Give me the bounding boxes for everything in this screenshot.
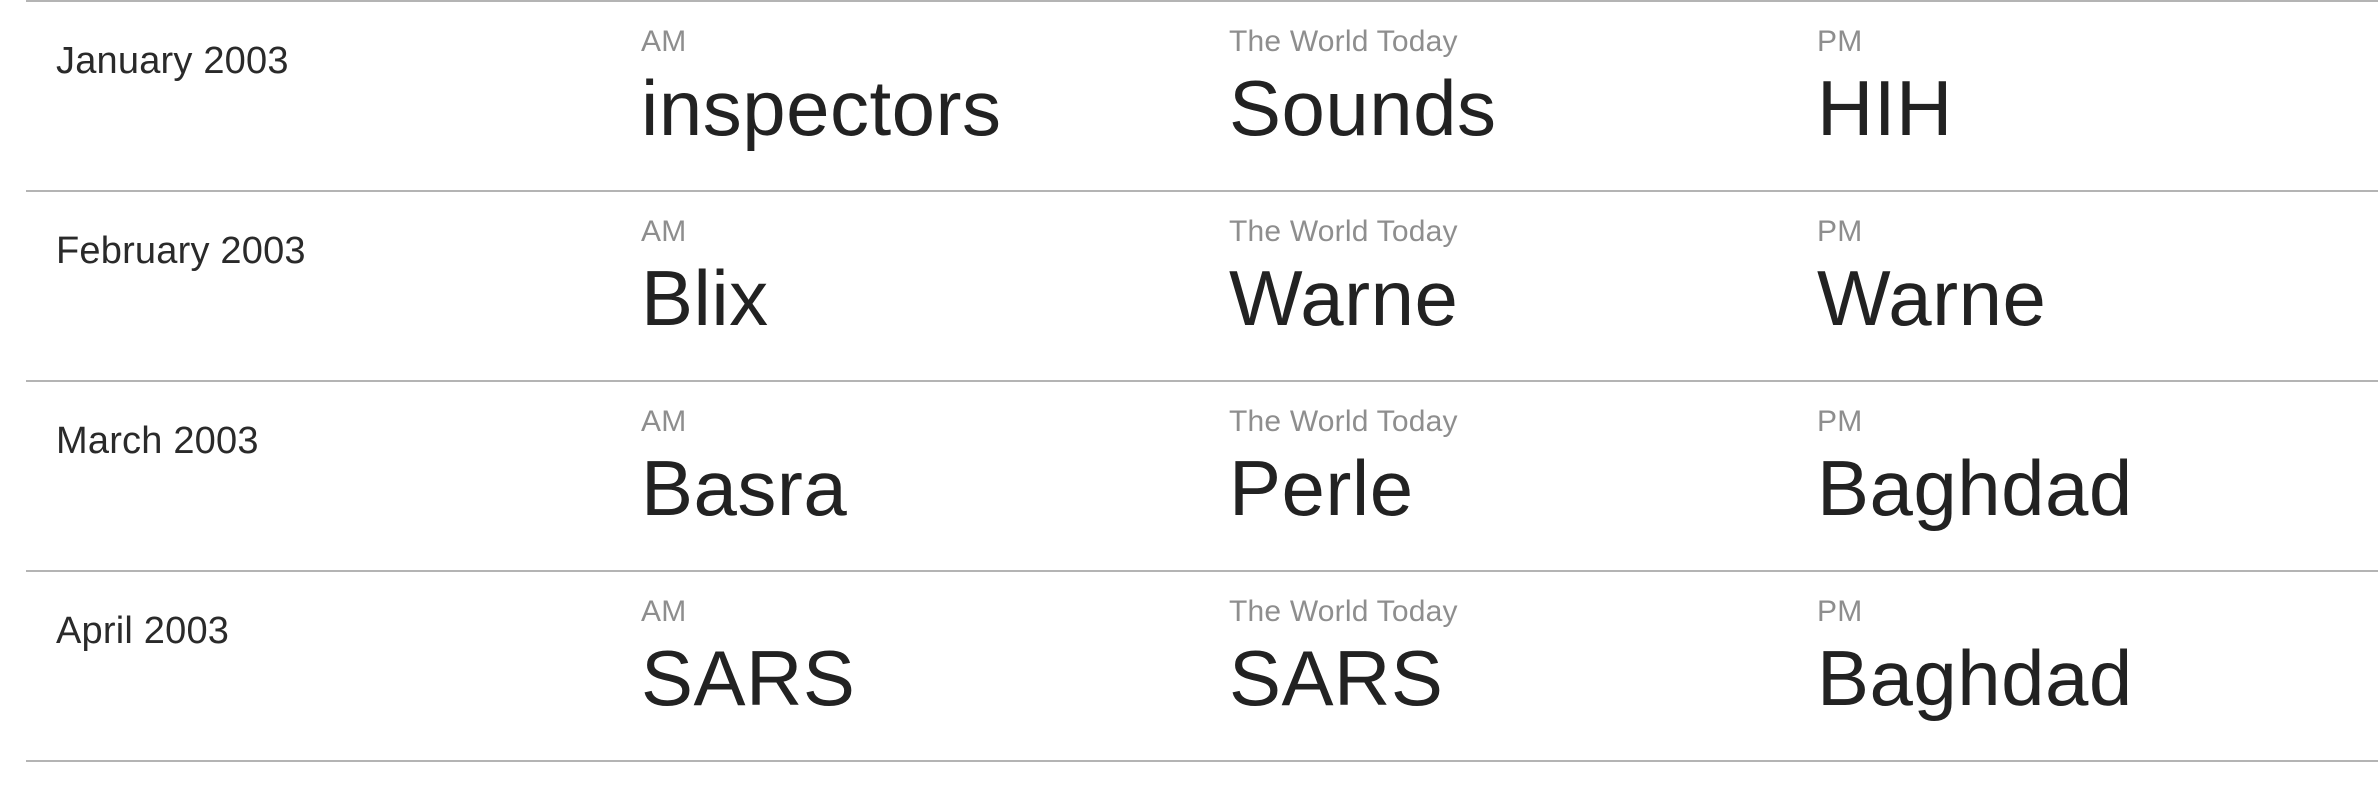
top-word: Baghdad [1817, 634, 2133, 722]
program-cell: The World Today Sounds [1229, 24, 1497, 154]
top-word: Sounds [1229, 64, 1497, 152]
table-row: March 2003 AM Basra The World Today Perl… [26, 380, 2378, 570]
program-name: PM [1817, 215, 1863, 248]
top-word: Baghdad [1817, 444, 2133, 532]
program-name: The World Today [1229, 595, 1458, 628]
top-word: Perle [1229, 444, 1414, 532]
top-word: SARS [641, 634, 856, 722]
program-name: PM [1817, 25, 1863, 58]
program-cell: The World Today Warne [1229, 214, 1458, 344]
program-name: AM [641, 215, 687, 248]
table-row: January 2003 AM inspectors The World Tod… [26, 0, 2378, 190]
program-cell: PM Baghdad [1817, 404, 2133, 534]
monthly-top-words-table: January 2003 AM inspectors The World Tod… [26, 0, 2378, 762]
row-month-label: April 2003 [56, 610, 230, 652]
program-name: The World Today [1229, 405, 1458, 438]
program-cell: PM Warne [1817, 214, 2046, 344]
program-cell: The World Today SARS [1229, 594, 1458, 724]
program-name: AM [641, 405, 687, 438]
top-word: Blix [641, 254, 769, 342]
program-name: The World Today [1229, 215, 1458, 248]
program-name: AM [641, 25, 687, 58]
row-month-label: March 2003 [56, 420, 259, 462]
program-cell: PM Baghdad [1817, 594, 2133, 724]
row-month-label: January 2003 [56, 40, 289, 82]
table-row: February 2003 AM Blix The World Today Wa… [26, 190, 2378, 380]
top-word: inspectors [641, 64, 1002, 152]
table-row: April 2003 AM SARS The World Today SARS … [26, 570, 2378, 762]
program-cell: AM Basra [641, 404, 847, 534]
top-word: Basra [641, 444, 848, 532]
top-word: Warne [1229, 254, 1459, 342]
program-cell: AM inspectors [641, 24, 1002, 154]
top-word: SARS [1229, 634, 1444, 722]
program-cell: AM Blix [641, 214, 769, 344]
program-cell: AM SARS [641, 594, 855, 724]
program-name: PM [1817, 405, 1863, 438]
program-cell: The World Today Perle [1229, 404, 1458, 534]
program-name: PM [1817, 595, 1863, 628]
top-word: Warne [1817, 254, 2047, 342]
top-word: HIH [1817, 64, 1953, 152]
program-name: The World Today [1229, 25, 1458, 58]
row-month-label: February 2003 [56, 230, 306, 272]
program-name: AM [641, 595, 687, 628]
program-cell: PM HIH [1817, 24, 1953, 154]
